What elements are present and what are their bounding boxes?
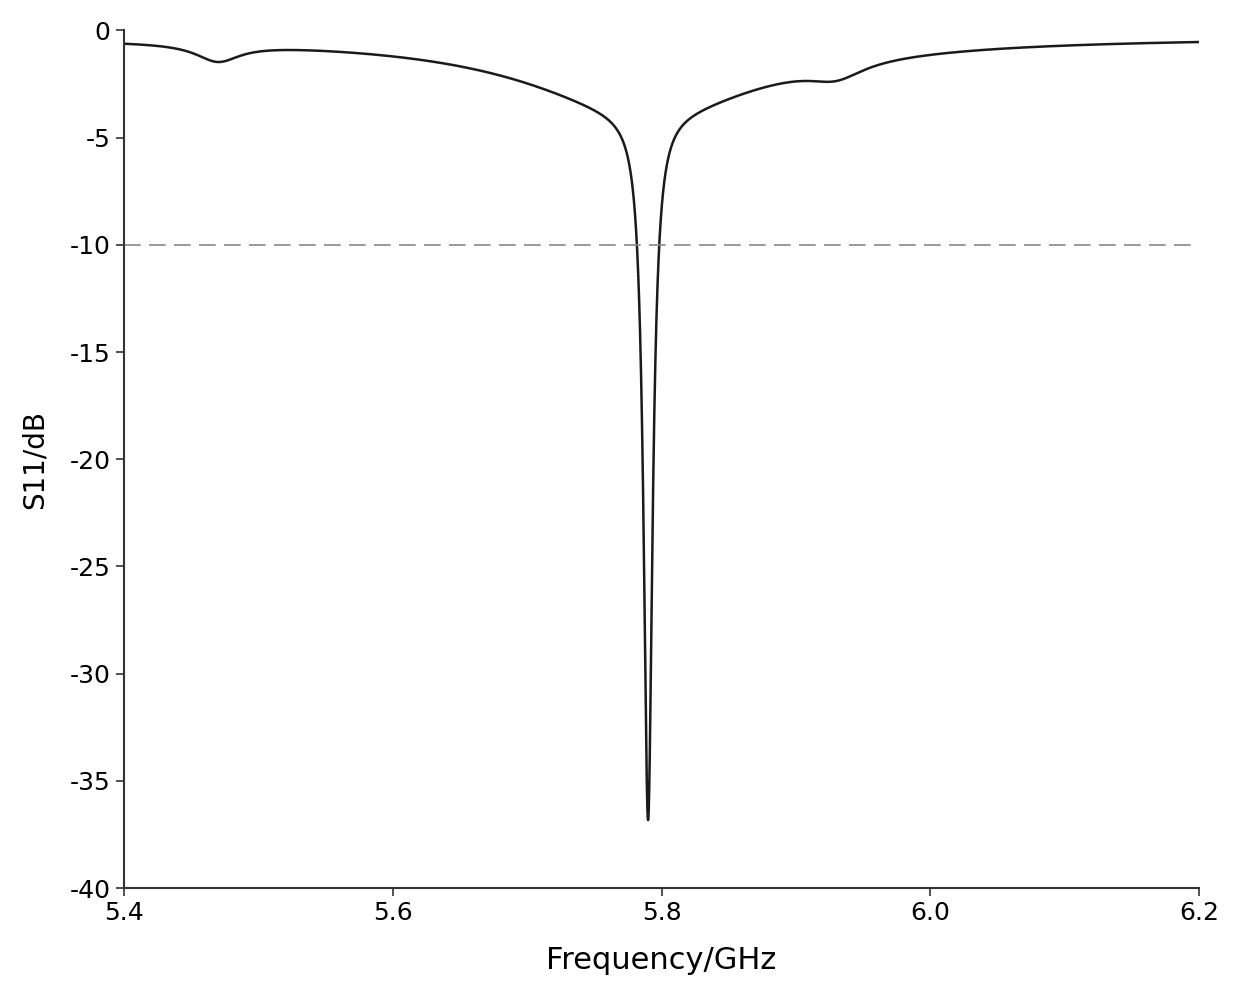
Y-axis label: S11/dB: S11/dB <box>21 409 48 509</box>
X-axis label: Frequency/GHz: Frequency/GHz <box>547 946 776 975</box>
